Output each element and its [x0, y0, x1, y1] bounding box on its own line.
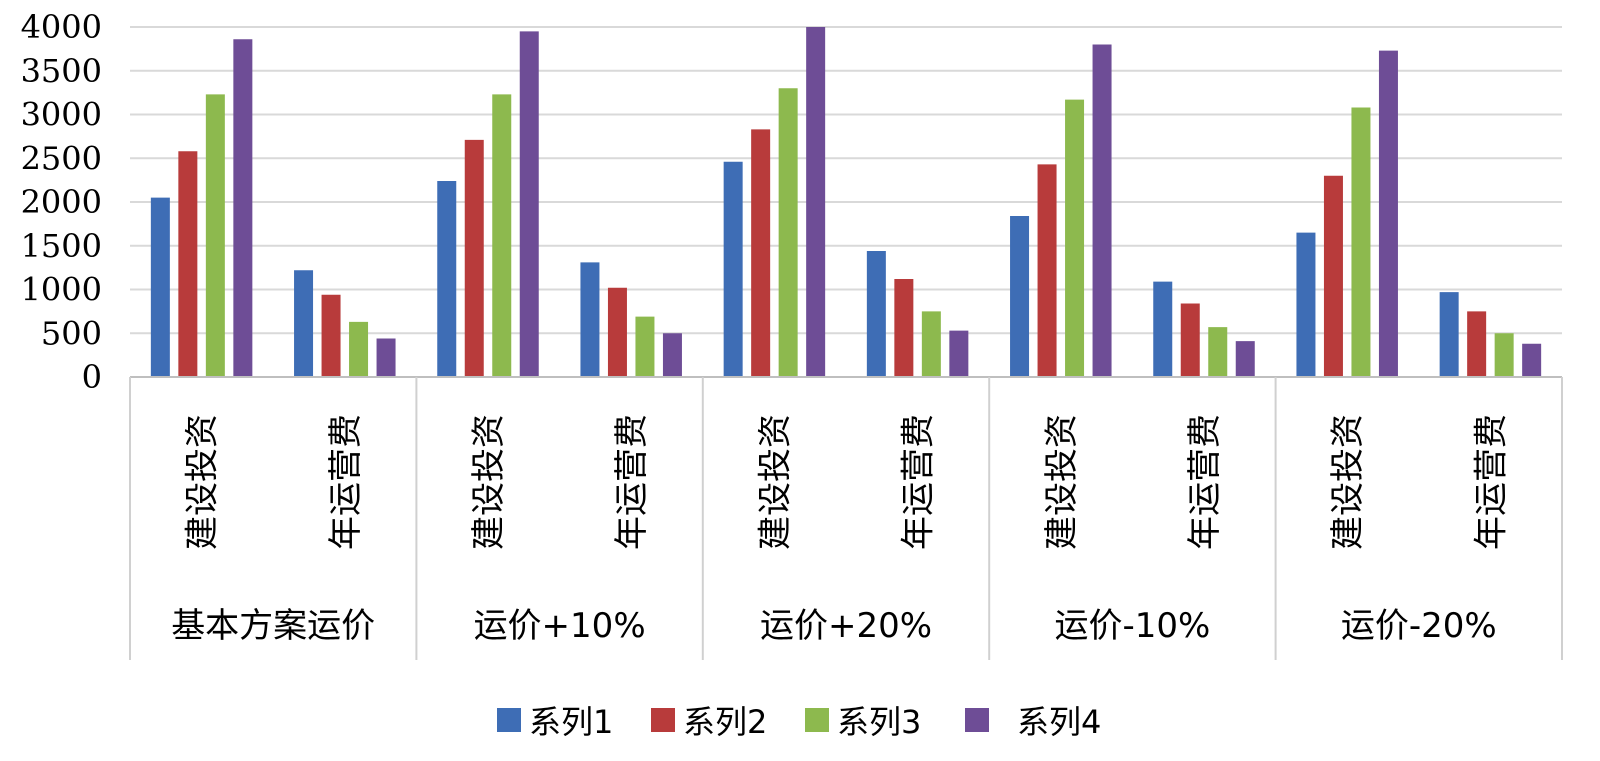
bar-系列1-2 — [437, 181, 457, 377]
category-label: 建设投资 — [755, 414, 795, 550]
bar-系列1-8 — [1296, 232, 1316, 377]
bar-系列4-9 — [1522, 343, 1542, 377]
bar-系列4-6 — [1092, 44, 1112, 377]
bar-系列2-3 — [607, 287, 627, 377]
category-label: 建设投资 — [1042, 414, 1082, 550]
bar-系列4-8 — [1378, 50, 1398, 377]
legend-label: 系列1 — [529, 703, 613, 741]
bar-系列4-5 — [949, 330, 969, 377]
bar-系列3-8 — [1351, 107, 1371, 377]
bar-系列3-6 — [1065, 99, 1085, 377]
bar-系列3-7 — [1208, 327, 1228, 377]
bar-系列4-1 — [376, 338, 396, 377]
bar-系列1-5 — [866, 251, 886, 377]
group-label: 基本方案运价 — [171, 606, 375, 646]
category-label: 建设投资 — [1328, 414, 1368, 550]
category-label: 建设投资 — [183, 414, 223, 550]
y-tick-label: 500 — [41, 314, 102, 352]
bar-系列4-0 — [233, 39, 253, 377]
bar-系列3-1 — [349, 321, 369, 377]
group-label: 运价-20% — [1341, 606, 1497, 646]
category-label: 年运营费 — [612, 414, 652, 550]
bar-系列1-3 — [580, 262, 600, 377]
bar-系列4-2 — [519, 31, 539, 377]
bar-系列2-4 — [751, 129, 771, 377]
category-label: 年运营费 — [326, 414, 366, 550]
y-tick-label: 0 — [82, 358, 102, 396]
bar-系列2-7 — [1180, 303, 1200, 377]
category-label: 建设投资 — [469, 414, 509, 550]
bar-系列3-5 — [921, 311, 941, 377]
legend-swatch — [805, 708, 829, 732]
axis-lines — [129, 376, 1563, 660]
bar-系列1-1 — [294, 270, 314, 377]
legend-swatch — [497, 708, 521, 732]
bar-系列2-9 — [1467, 311, 1487, 377]
bar-系列3-0 — [205, 94, 225, 377]
y-tick-label: 1500 — [21, 227, 102, 265]
bar-系列2-0 — [178, 151, 198, 377]
category-label: 年运营费 — [899, 414, 939, 550]
y-tick-label: 3500 — [21, 52, 102, 90]
bar-系列2-5 — [894, 279, 914, 377]
y-tick-label: 2000 — [21, 183, 102, 221]
bar-系列3-9 — [1494, 333, 1514, 377]
category-label: 年运营费 — [1471, 414, 1511, 550]
gridlines — [130, 26, 1562, 335]
legend-swatch — [651, 708, 675, 732]
bar-系列1-0 — [150, 197, 170, 377]
y-tick-label: 4000 — [21, 8, 102, 46]
legend: 系列1 系列2 系列3 系列4 — [497, 703, 1101, 741]
y-tick-label: 2500 — [21, 139, 102, 177]
bar-系列3-2 — [492, 94, 512, 377]
bar-系列2-6 — [1037, 164, 1057, 377]
legend-swatch — [965, 708, 989, 732]
bar-系列3-3 — [635, 316, 655, 377]
legend-label: 系列4 — [1017, 703, 1101, 741]
bar-系列1-4 — [723, 161, 743, 377]
legend-label: 系列2 — [683, 703, 767, 741]
group-label: 运价+20% — [760, 606, 932, 646]
bar-系列4-7 — [1235, 341, 1255, 377]
bar-系列1-7 — [1153, 281, 1173, 377]
legend-label: 系列3 — [837, 703, 921, 741]
bar-系列2-2 — [464, 139, 484, 377]
category-labels: 建设投资 年运营费 建设投资 年运营费 建设投资 年运营费 建设投资 年运营费 建设投资 年运营费 — [183, 414, 1512, 550]
bar-系列4-3 — [662, 333, 682, 377]
group-label: 运价+10% — [474, 606, 646, 646]
bars — [150, 27, 1542, 377]
y-tick-label: 3000 — [21, 96, 102, 134]
y-tick-label: 1000 — [21, 271, 102, 309]
group-labels: 基本方案运价 运价+10% 运价+20% 运价-10% 运价-20% — [171, 606, 1497, 646]
bar-系列3-4 — [778, 88, 798, 377]
bar-系列1-6 — [1010, 216, 1030, 377]
bar-系列2-8 — [1323, 175, 1343, 377]
bar-系列2-1 — [321, 294, 341, 377]
bar-系列4-4 — [806, 27, 826, 377]
group-label: 运价-10% — [1054, 606, 1210, 646]
y-axis-tick-labels: 0 500 1000 1500 2000 2500 3000 3500 4000 — [21, 8, 102, 396]
category-label: 年运营费 — [1185, 414, 1225, 550]
bar-系列1-9 — [1439, 292, 1459, 377]
